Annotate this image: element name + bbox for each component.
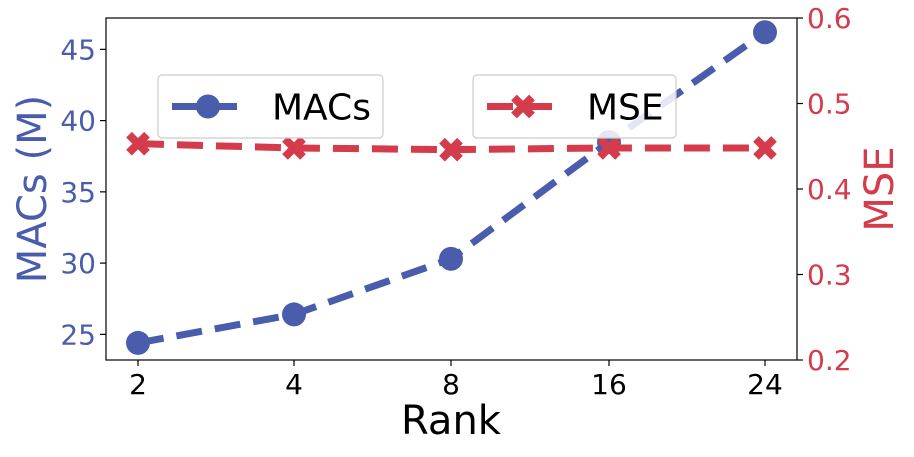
mse-point-4 (282, 136, 306, 160)
y-left-tick-label-25: 25 (60, 318, 96, 351)
y-left-tick-label-30: 30 (60, 247, 96, 280)
legend-layer: MACs MSE (157, 74, 677, 139)
mse-point-24 (753, 136, 777, 160)
macs-point-24 (753, 20, 777, 45)
x-tick-label-8: 8 (442, 368, 460, 401)
y-left-tick-label-45: 45 (60, 33, 96, 66)
x-tick-label-16: 16 (591, 368, 627, 401)
mse-point-2 (126, 131, 150, 156)
macs-point-8 (439, 246, 463, 271)
plot-frame (105, 17, 798, 361)
legend-mse: MSE (472, 74, 677, 139)
series-layer (126, 20, 777, 355)
y-left-axis-title: MACs (M) (10, 95, 56, 283)
legend-marker (511, 94, 535, 119)
macs-point-4 (282, 302, 306, 327)
legend-box (472, 74, 677, 139)
y-right-tick-label-0.6: 0.6 (807, 2, 852, 35)
y-right-axis-title: MSE (857, 146, 903, 231)
legend-label: MSE (587, 88, 664, 129)
legend-macs: MACs (157, 74, 384, 139)
y-right-tick-label-0.4: 0.4 (807, 173, 852, 206)
y-left-tick-label-35: 35 (60, 176, 96, 209)
y-right-tick-label-0.5: 0.5 (807, 88, 852, 121)
x-tick-label-2: 2 (129, 368, 147, 401)
legend-label: MACs (272, 88, 371, 129)
mse-point-16 (597, 136, 621, 160)
x-tick-label-4: 4 (285, 368, 303, 401)
macs-point-2 (126, 330, 150, 355)
mse-point-8 (439, 137, 463, 162)
y-left-tick-label-40: 40 (60, 105, 96, 138)
y-right-tick-label-0.2: 0.2 (807, 344, 852, 377)
x-tick-label-24: 24 (747, 368, 783, 401)
legend-marker (196, 94, 220, 119)
y-right-tick-label-0.3: 0.3 (807, 259, 852, 292)
x-axis-title: Rank (401, 398, 502, 444)
legend-box (157, 74, 384, 139)
